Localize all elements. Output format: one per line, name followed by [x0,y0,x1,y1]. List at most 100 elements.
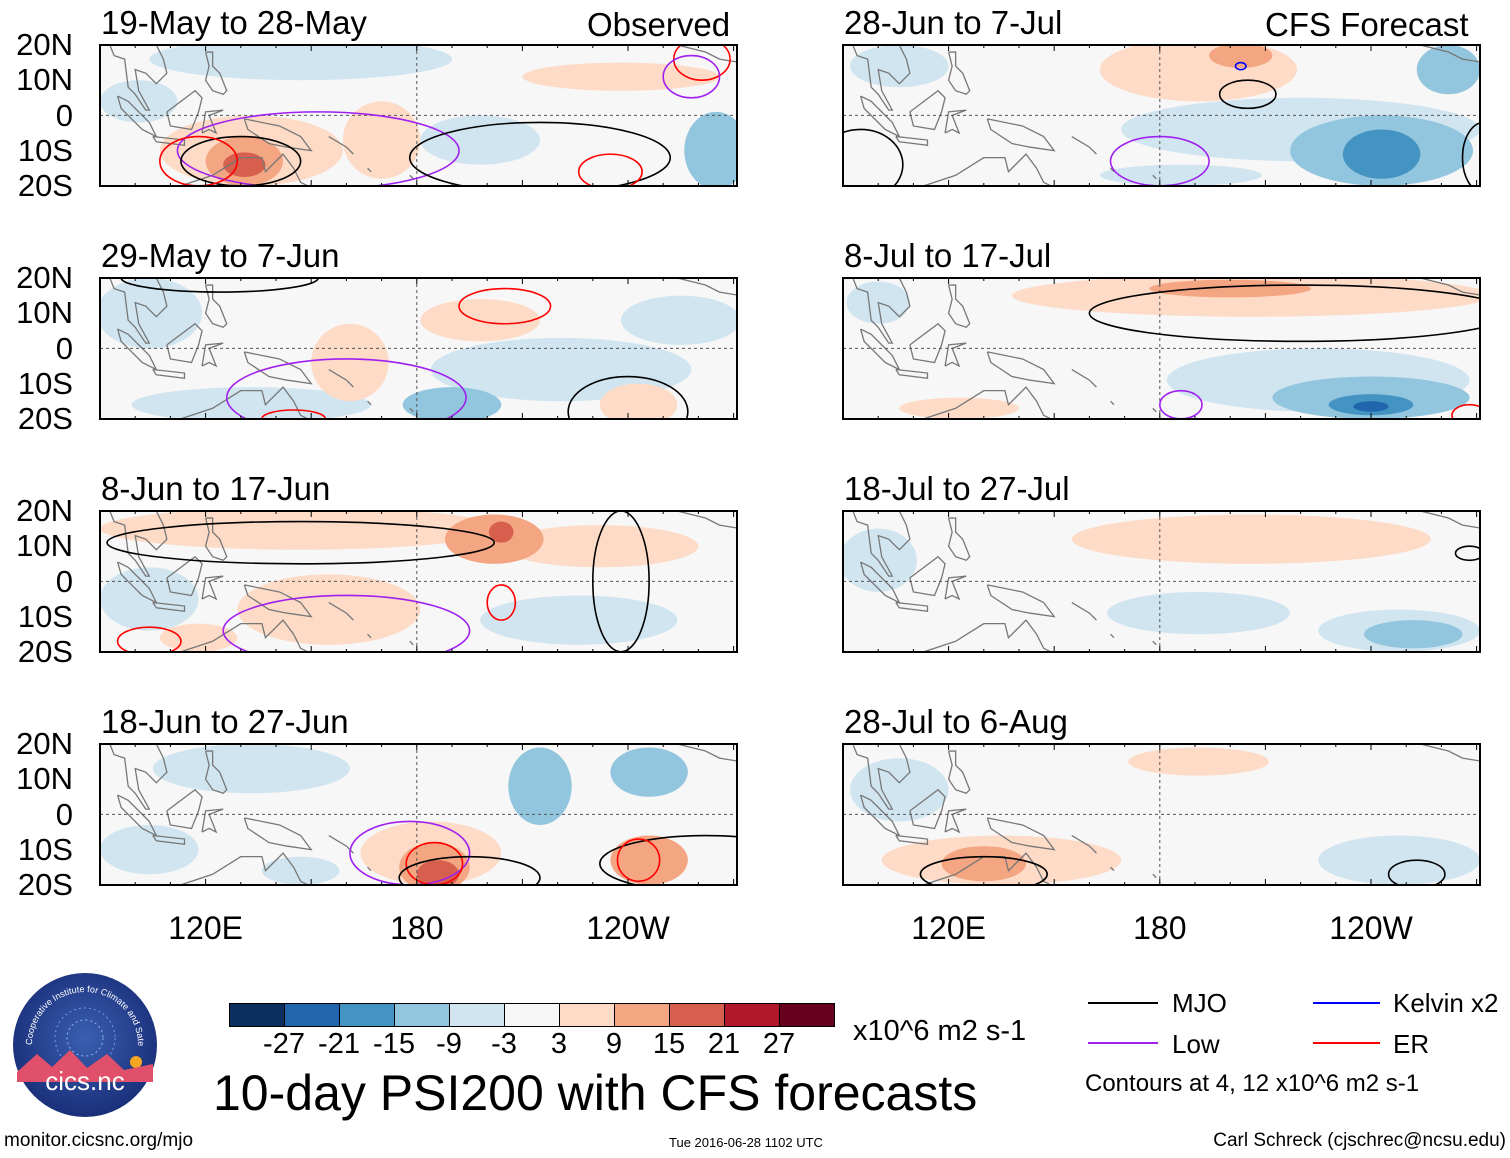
panel-title: 18-Jun to 27-Jun [101,703,349,740]
colorbar-swatch [615,1004,670,1026]
contour-mjo [120,278,320,293]
coastline [328,601,354,621]
contour-er [116,626,182,652]
map-frame [99,743,738,886]
lat-label: 20N [16,27,73,62]
negative-anomaly [1353,401,1389,412]
coastline [1071,368,1097,388]
negative-anomaly [843,528,917,592]
negative-anomaly [402,387,502,419]
panel-title: 18-Jul to 27-Jul [844,470,1070,507]
colorbar-swatch [340,1004,395,1026]
contour-mjo [408,121,672,186]
lat-label: 20N [16,493,73,528]
map-panel [99,743,738,886]
coastline [677,744,737,762]
footer-author: Carl Schreck (cjschrec@ncsu.edu) [1213,1130,1506,1151]
coastline [166,555,203,597]
contour-mjo [599,834,737,885]
negative-anomaly [261,856,340,885]
lat-label: 10S [17,598,73,634]
contour-er [458,287,552,325]
lat-label: 0 [55,97,73,133]
cics-logo: Cooperative Institute for Climate and Sa… [9,964,158,1118]
coastline [180,153,308,186]
map-panel [99,44,738,187]
contour-low [662,54,721,99]
coastline [1071,601,1097,621]
coastline [1152,640,1157,646]
coastline [166,322,203,364]
positive-anomaly [1128,747,1269,776]
coastline [100,45,168,111]
contour-low [222,594,471,652]
negative-anomaly [420,115,540,165]
negative-anomaly [480,595,678,645]
coastline [1110,400,1115,406]
negative-anomaly [508,747,572,825]
coastline [243,351,313,385]
positive-anomaly [599,383,678,419]
coastline [843,278,911,344]
coastline [204,51,228,96]
colorbar-label: 9 [605,1028,623,1060]
colorbar-label: -3 [491,1028,517,1060]
coastline [947,284,971,329]
colorbar-swatch [285,1004,340,1026]
figure-title: 10-day PSI200 with CFS forecasts [213,1065,978,1121]
contour-er [577,153,643,186]
lat-label: 20S [17,634,73,669]
colorbar-swatch [560,1004,615,1026]
map-panel [842,510,1481,653]
panel-title: 28-Jun to 7-Jul [844,4,1063,41]
coastline [152,135,186,147]
positive-anomaly [1149,279,1312,298]
coastline [923,619,1051,652]
coastline [100,511,168,577]
map-frame [842,743,1481,886]
lat-label: 0 [55,563,73,599]
coastline [947,517,971,562]
positive-anomaly [342,101,421,179]
lat-label: 20S [17,401,73,436]
footer-url[interactable]: monitor.cicsnc.org/mjo [4,1130,194,1151]
contour-mjo [398,855,541,885]
coastline [909,788,946,830]
colorbar-label: -9 [436,1028,462,1060]
coastline [1110,866,1115,872]
lon-label: 120E [168,910,243,946]
legend-mjo-line [1088,1002,1158,1004]
legend-low-label: Low [1172,1029,1220,1059]
colorbar-label: 3 [550,1028,568,1060]
map-panel [842,743,1481,886]
coastline [843,45,911,111]
positive-anomaly [501,525,699,568]
coastline [909,555,946,597]
colorbar-label: 27 [762,1028,796,1060]
lat-label: 10N [16,761,73,797]
lat-label: 20N [16,726,73,761]
contour-mjo [1218,79,1277,110]
colorbar-swatch [725,1004,780,1026]
colorbar-swatch [670,1004,725,1026]
colorbar-units: x10^6 m2 s-1 [853,1015,1027,1047]
contour-low [176,111,460,186]
map-panel [842,277,1481,420]
contour-er [672,45,731,81]
coastline [409,174,414,180]
coastline [100,744,168,810]
lat-label: 20S [17,867,73,902]
coastline [1071,135,1097,155]
lat-label: 10S [17,132,73,168]
map-panel [99,510,738,653]
coastline [1152,407,1157,413]
lat-label: 20N [16,260,73,295]
contour-mjo [1454,545,1480,562]
positive-anomaly [100,511,502,550]
positive-anomaly [1099,45,1298,102]
svg-text:cics.nc: cics.nc [45,1066,124,1096]
positive-anomaly [416,860,460,885]
positive-anomaly [1071,514,1431,564]
positive-anomaly [899,397,1019,419]
lat-label: 10N [16,295,73,331]
